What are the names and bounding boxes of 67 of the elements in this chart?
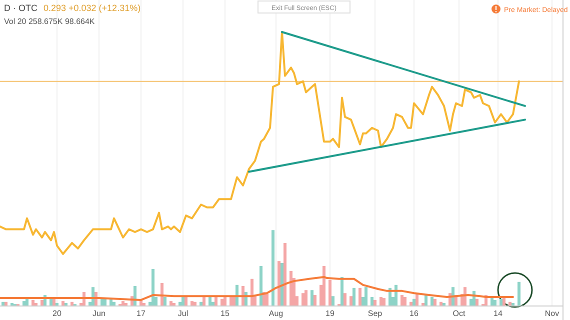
x-tick-label: Aug [268,309,284,318]
bar [364,287,368,306]
bar [358,288,362,306]
bar [284,242,286,306]
bar [328,280,332,306]
bar [302,293,304,306]
bar [32,300,34,306]
x-tick-label: Sep [368,309,383,318]
x-tick-label: Jun [92,309,106,318]
bar [278,261,280,306]
bar [62,301,64,306]
bar [220,298,224,306]
x-tick-label: 14 [494,309,503,318]
bar [322,266,326,306]
text: Vol 20 258.675K 98.664K [4,17,96,26]
bar [230,296,232,306]
bar [164,296,166,306]
bar [370,296,374,306]
bar [22,301,26,306]
bar [250,278,254,306]
bar [344,293,346,306]
bar [224,296,226,306]
bar [310,290,314,306]
bar [430,296,434,306]
bar [272,230,274,306]
bar [352,288,356,306]
bar [190,301,194,306]
bar [152,269,154,306]
bar [40,300,44,306]
bar [380,296,382,306]
bar [26,298,28,306]
x-tick-label: 20 [52,309,62,318]
bar [404,296,406,306]
bar [340,276,344,306]
chart-title: D · OTC [4,3,38,13]
bar [374,300,376,306]
bar [214,296,218,306]
bar [280,262,284,306]
bar [266,294,268,306]
bar [100,298,104,306]
x-tick-label: Oct [452,309,466,318]
bar [290,270,292,306]
x-tick-label: Nov [544,309,560,318]
bar [232,296,236,306]
x-tick-label: 19 [326,309,335,318]
text: 0.293 +0.032 (+12.31%) [44,3,141,13]
bar [382,298,386,306]
bar [50,298,52,306]
bar [260,266,262,306]
bar [304,290,308,306]
bar [314,295,316,306]
bar [350,296,352,306]
x-tick-label: 16 [410,309,419,318]
bar [122,301,124,306]
bar [518,282,520,306]
bar [332,296,334,306]
bar [476,298,478,306]
x-tick-label: 15 [220,309,230,318]
bar [434,298,436,306]
bar [400,295,404,306]
x-tick-label: 17 [136,309,146,318]
bar [494,300,496,306]
x-tick-label: Jul [178,309,188,318]
bar [412,298,416,306]
bar [170,301,172,306]
bar [500,298,502,306]
bar [184,296,188,306]
